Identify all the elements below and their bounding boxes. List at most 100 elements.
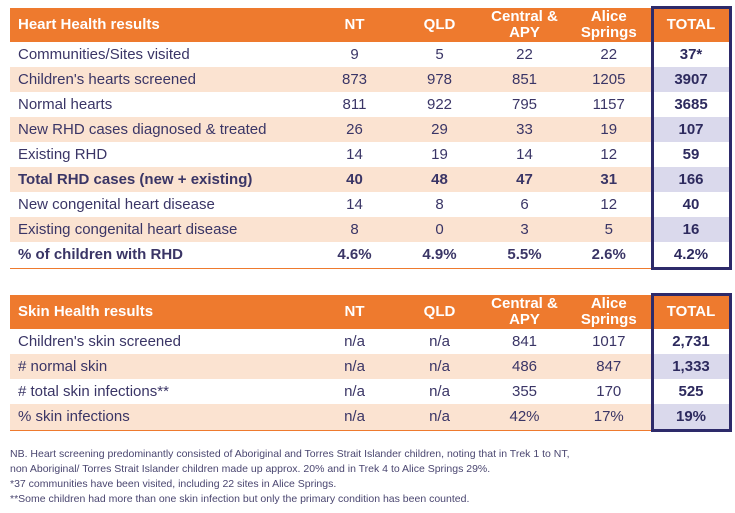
cell-alice-springs: 847 [567, 353, 652, 379]
cell-alice-springs: 12 [600, 145, 618, 163]
skin-col-alice-springs: Alice Springs [567, 294, 652, 329]
skin-col-total: TOTAL [650, 293, 732, 329]
cell-qld: 0 [397, 216, 482, 242]
cell-alice-springs: 17% [567, 403, 652, 431]
cell-alice-springs: 22 [600, 45, 618, 63]
cell-central-apy: 33 [482, 116, 567, 142]
table-row: # normal skin n/a n/a 486 847 1,333 [10, 353, 732, 379]
cell-qld: n/a [397, 403, 482, 431]
cell-alice-springs: 2.6% [567, 241, 652, 269]
cell-total: 4.2% [650, 241, 732, 270]
cell-qld: n/a [429, 332, 450, 350]
heart-health-table: Heart Health results NT QLD Central & AP… [10, 6, 732, 270]
cell-central-apy: 851 [482, 66, 567, 92]
table-row: Children's hearts screened 873 978 851 1… [10, 66, 732, 92]
cell-total: 59 [650, 141, 732, 167]
cell-qld: 4.9% [397, 241, 482, 269]
row-label: Children's hearts screened [10, 66, 312, 92]
table-row: Normal hearts 811 922 795 1157 3685 [10, 91, 732, 117]
row-label: New congenital heart disease [18, 195, 215, 213]
cell-total: 3907 [650, 66, 732, 92]
heart-col-central-apy: Central & APY [482, 7, 567, 42]
row-label: % of children with RHD [10, 241, 312, 269]
cell-nt: n/a [344, 382, 365, 400]
cell-alice-springs: 5 [567, 216, 652, 242]
row-label: % skin infections [10, 403, 312, 431]
cell-total: 16 [650, 216, 732, 242]
row-label: Existing RHD [18, 145, 108, 163]
footnote-communities: *37 communities have been visited, inclu… [10, 478, 337, 490]
table-row: % skin infections n/a n/a 42% 17% 19% [10, 403, 732, 432]
skin-col-nt: NT [312, 294, 397, 329]
heart-col-qld: QLD [397, 7, 482, 42]
cell-central-apy: 3 [482, 216, 567, 242]
heart-col-alice-springs: Alice Springs [567, 7, 652, 42]
table-row: Communities/Sites visited 9 5 22 22 37* [10, 41, 732, 67]
cell-central-apy: 5.5% [482, 241, 567, 269]
skin-health-table: Skin Health results NT QLD Central & APY… [10, 293, 732, 432]
cell-qld: 19 [431, 145, 448, 163]
cell-qld: 5 [435, 45, 444, 63]
skin-col-central-apy: Central & APY [482, 294, 567, 329]
cell-alice-springs: 19 [567, 116, 652, 142]
cell-nt: 14 [346, 145, 363, 163]
cell-total: 166 [650, 166, 732, 192]
cell-alice-springs: 1205 [567, 66, 652, 92]
cell-qld: n/a [397, 353, 482, 379]
cell-nt: 811 [342, 95, 367, 113]
cell-nt: 14 [346, 195, 363, 213]
heart-table-title: Heart Health results [10, 7, 312, 42]
cell-total: 40 [650, 191, 732, 217]
row-label: Existing congenital heart disease [10, 216, 312, 242]
cell-qld: 29 [397, 116, 482, 142]
cell-alice-springs: 1157 [592, 95, 625, 113]
cell-nt: 40 [312, 166, 397, 192]
row-label: Communities/Sites visited [18, 45, 190, 63]
cell-nt: n/a [312, 403, 397, 431]
cell-total: 2,731 [650, 328, 732, 354]
skin-col-qld: QLD [397, 294, 482, 329]
cell-nt: 873 [312, 66, 397, 92]
cell-total: 19% [650, 403, 732, 432]
footnotes: NB. Heart screening predominantly consis… [10, 447, 730, 507]
cell-total: 37* [650, 41, 732, 67]
cell-nt: 4.6% [312, 241, 397, 269]
cell-qld: 922 [426, 95, 453, 113]
heart-col-total: TOTAL [650, 6, 732, 42]
cell-central-apy: 47 [482, 166, 567, 192]
cell-alice-springs: 170 [596, 382, 622, 400]
row-label: # normal skin [10, 353, 312, 379]
cell-total: 3685 [650, 91, 732, 117]
cell-total: 525 [650, 378, 732, 404]
footnote-nb: NB. Heart screening predominantly consis… [10, 448, 570, 460]
cell-nt: 9 [350, 45, 359, 63]
cell-alice-springs: 12 [600, 195, 618, 213]
heart-header-row: Heart Health results NT QLD Central & AP… [10, 6, 732, 42]
table-row: Existing congenital heart disease 8 0 3 … [10, 216, 732, 242]
row-label: Normal hearts [18, 95, 113, 113]
table-row: New RHD cases diagnosed & treated 26 29 … [10, 116, 732, 142]
cell-total: 107 [650, 116, 732, 142]
cell-qld: 978 [397, 66, 482, 92]
cell-central-apy: 486 [482, 353, 567, 379]
row-label: Children's skin screened [18, 332, 181, 350]
table-row: Children's skin screened n/a n/a 841 101… [10, 328, 732, 354]
cell-qld: n/a [429, 382, 450, 400]
cell-total: 1,333 [650, 353, 732, 379]
cell-alice-springs: 1017 [592, 332, 626, 350]
cell-central-apy: 6 [520, 195, 529, 213]
heart-col-nt: NT [312, 7, 397, 42]
row-label: # total skin infections** [18, 382, 169, 400]
footnote-nb-continued: non Aboriginal/ Torres Strait Islander c… [10, 463, 491, 475]
footnote-skin-infection: **Some children had more than one skin i… [10, 493, 470, 505]
cell-nt: 8 [312, 216, 397, 242]
cell-central-apy: 22 [516, 45, 533, 63]
cell-central-apy: 355 [511, 382, 538, 400]
row-label: New RHD cases diagnosed & treated [10, 116, 312, 142]
cell-nt: n/a [312, 353, 397, 379]
cell-nt: n/a [344, 332, 365, 350]
cell-central-apy: 841 [511, 332, 538, 350]
table-row: # total skin infections** n/a n/a 355 17… [10, 378, 732, 404]
skin-table-title: Skin Health results [10, 294, 312, 329]
skin-header-row: Skin Health results NT QLD Central & APY… [10, 293, 732, 329]
